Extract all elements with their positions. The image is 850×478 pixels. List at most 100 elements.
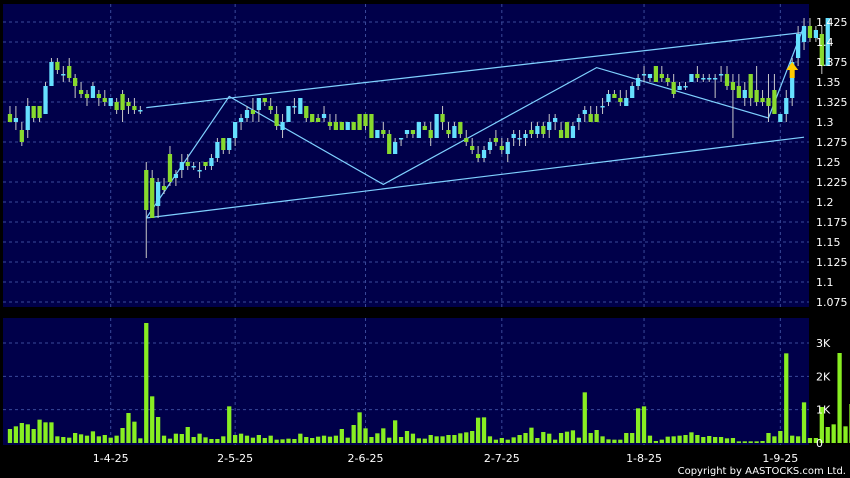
candle — [641, 66, 647, 82]
candle-body — [345, 122, 350, 130]
candle-body — [13, 118, 19, 122]
candle-body — [250, 110, 256, 114]
price-tick-label: 1.15 — [816, 236, 841, 249]
volume-bar — [120, 428, 125, 443]
candle — [13, 106, 19, 130]
volume-bar — [108, 437, 113, 443]
volume-bar — [695, 435, 700, 443]
volume-bar — [499, 438, 504, 443]
volume-bar — [493, 439, 499, 443]
volume-tick-label: 1K — [816, 404, 831, 417]
candle — [665, 74, 670, 86]
candle-body — [618, 98, 623, 102]
candle-body — [766, 98, 771, 106]
candle-body — [173, 174, 179, 178]
volume-bar — [61, 437, 66, 443]
volume-bar — [801, 402, 807, 443]
price-tick-label: 1.425 — [816, 16, 848, 29]
candle — [215, 138, 220, 162]
candle — [778, 114, 783, 122]
volume-axis-labels: 3K 2K 1K 0 — [816, 337, 831, 450]
candle-body — [689, 74, 694, 82]
candle — [695, 66, 700, 82]
volume-tick-label: 2K — [816, 370, 831, 383]
volume-bar — [161, 435, 167, 443]
candle — [422, 122, 427, 130]
candle — [120, 90, 125, 122]
candle — [825, 18, 830, 66]
volume-bar — [837, 353, 842, 443]
volume-bar — [256, 435, 261, 443]
volume-bar — [197, 433, 202, 443]
candle — [446, 122, 451, 138]
volume-bar — [689, 432, 694, 443]
volume-bar — [470, 431, 475, 443]
candle — [114, 98, 119, 114]
price-grid — [3, 4, 809, 307]
candle-body — [778, 114, 783, 122]
candle — [653, 66, 659, 82]
candle — [363, 114, 368, 130]
candle — [766, 74, 771, 122]
candle — [393, 138, 398, 154]
candle-body — [321, 114, 327, 118]
candle-body — [825, 18, 830, 66]
volume-bar — [677, 435, 682, 443]
candle — [173, 170, 179, 186]
candle — [606, 90, 611, 106]
candle-body — [227, 138, 232, 150]
candle — [67, 58, 72, 82]
volume-bar — [262, 438, 267, 443]
volume-bar — [7, 429, 13, 443]
candle-body — [481, 150, 487, 158]
volume-bar — [321, 435, 327, 443]
candle-body — [713, 78, 718, 80]
candle-body — [594, 114, 599, 122]
candle — [25, 98, 30, 138]
volume-bar — [659, 439, 664, 443]
volume-bar — [286, 438, 291, 443]
candle — [132, 98, 137, 114]
price-axis-labels: 1.425 1.4 1.375 1.35 1.325 1.3 1.275 1.25 1.225 1… — [816, 16, 848, 309]
candle — [327, 114, 333, 130]
candle-body — [292, 106, 297, 108]
volume-bar — [458, 433, 463, 443]
volume-bar — [398, 437, 404, 443]
volume-bar — [244, 435, 250, 443]
candle — [819, 26, 824, 74]
candle — [505, 138, 510, 162]
candle — [558, 122, 564, 138]
volume-bar — [784, 353, 789, 443]
volume-bar — [635, 408, 641, 443]
candle-body — [707, 78, 712, 80]
candle-body — [61, 74, 66, 76]
candle-body — [375, 130, 380, 138]
volume-bar — [227, 406, 232, 443]
volume-bar — [760, 441, 765, 443]
candle-body — [304, 106, 309, 118]
volume-bar — [594, 430, 599, 443]
candle — [61, 66, 66, 82]
volume-bar — [416, 438, 421, 443]
candle-body — [635, 78, 641, 86]
candle-body — [73, 78, 78, 86]
volume-bar — [155, 417, 161, 443]
candle — [250, 98, 256, 122]
candle-body — [499, 146, 504, 150]
candle-body — [647, 74, 653, 78]
candle-body — [19, 130, 24, 142]
candle — [167, 146, 173, 186]
candle-body — [523, 134, 528, 138]
volume-bar — [179, 434, 184, 443]
candle — [256, 98, 261, 122]
volume-bar — [13, 426, 19, 443]
volume-bar — [150, 396, 155, 443]
candle — [784, 90, 789, 122]
candle-body — [381, 130, 386, 134]
buy-arrow-icon — [786, 62, 799, 78]
candle — [238, 114, 244, 130]
volume-bar — [280, 439, 285, 443]
candle — [523, 130, 528, 146]
candle-body — [493, 138, 499, 142]
candle — [381, 122, 386, 138]
